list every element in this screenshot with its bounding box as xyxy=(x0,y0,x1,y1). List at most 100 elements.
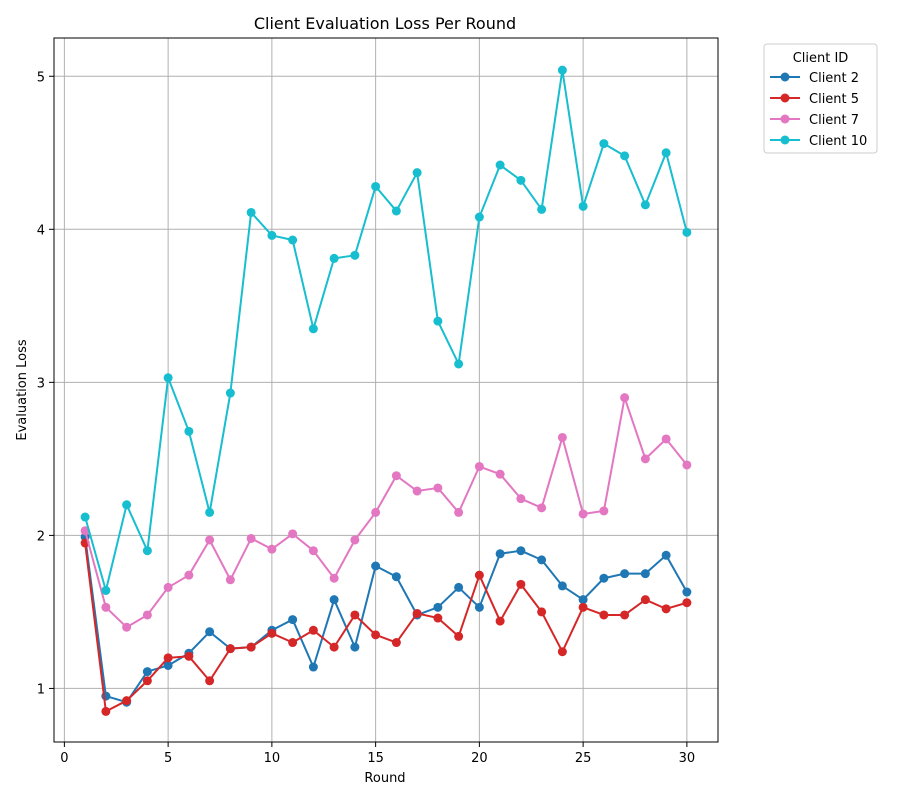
data-point-client-7 xyxy=(495,469,505,479)
data-point-client-2 xyxy=(288,615,298,625)
data-point-client-5 xyxy=(412,608,422,618)
legend-item-client-10: Client 10 xyxy=(770,134,867,149)
legend-item-client-7: Client 7 xyxy=(770,113,859,128)
data-point-client-2 xyxy=(454,582,464,592)
data-point-client-2 xyxy=(371,561,381,571)
data-point-client-2 xyxy=(599,573,609,583)
y-tick-label: 2 xyxy=(37,529,45,544)
data-point-client-7 xyxy=(163,582,173,592)
data-point-client-7 xyxy=(101,602,111,612)
data-point-client-2 xyxy=(495,549,505,559)
data-point-client-7 xyxy=(661,434,671,444)
data-point-client-2 xyxy=(350,642,360,652)
plot-frame xyxy=(53,37,719,743)
data-point-client-7 xyxy=(246,533,256,543)
data-point-client-5 xyxy=(288,638,298,648)
y-axis-label: Evaluation Loss xyxy=(15,339,30,440)
y-tick-label: 5 xyxy=(37,70,45,85)
data-point-client-7 xyxy=(142,610,152,620)
data-point-client-10 xyxy=(184,426,194,436)
data-point-client-10 xyxy=(225,388,235,398)
data-point-client-7 xyxy=(308,546,318,556)
legend-label: Client 2 xyxy=(809,71,859,86)
data-point-client-2 xyxy=(308,662,318,672)
x-tick-label: 0 xyxy=(60,751,68,766)
data-point-client-10 xyxy=(371,181,381,191)
data-point-client-5 xyxy=(163,653,173,663)
data-point-client-7 xyxy=(557,432,567,442)
data-point-client-10 xyxy=(163,373,173,383)
data-point-client-10 xyxy=(495,160,505,170)
data-point-client-10 xyxy=(246,207,256,217)
data-point-client-5 xyxy=(599,610,609,620)
data-point-client-2 xyxy=(578,595,588,605)
data-point-client-5 xyxy=(101,706,111,716)
data-point-client-7 xyxy=(412,486,422,496)
legend-items: Client 2 Client 5 Client 7 Client 10 xyxy=(770,71,867,149)
data-point-client-10 xyxy=(350,250,360,260)
data-point-client-5 xyxy=(371,630,381,640)
legend-title: Client ID xyxy=(793,51,849,66)
data-point-client-7 xyxy=(578,509,588,519)
data-point-client-2 xyxy=(620,569,630,579)
data-point-client-7 xyxy=(225,575,235,585)
data-point-client-5 xyxy=(391,638,401,648)
data-point-client-10 xyxy=(454,359,464,369)
series-client-10 xyxy=(80,65,692,595)
data-point-client-7 xyxy=(640,454,650,464)
data-point-client-5 xyxy=(682,598,692,608)
plot-area xyxy=(54,38,718,742)
x-tick-label: 25 xyxy=(575,751,592,766)
y-tick-label: 4 xyxy=(37,223,45,238)
legend-item-client-2: Client 2 xyxy=(770,71,859,86)
data-point-client-2 xyxy=(433,602,443,612)
data-point-client-10 xyxy=(599,139,609,149)
data-point-client-5 xyxy=(537,607,547,617)
data-point-client-7 xyxy=(682,460,692,470)
legend-swatch-marker xyxy=(780,93,790,103)
data-point-client-10 xyxy=(80,512,90,522)
data-point-client-7 xyxy=(516,494,526,504)
data-point-client-5 xyxy=(495,616,505,626)
data-point-client-10 xyxy=(682,227,692,237)
data-point-client-5 xyxy=(184,651,194,661)
data-point-client-10 xyxy=(205,507,215,517)
data-point-client-7 xyxy=(391,471,401,481)
data-point-client-5 xyxy=(433,613,443,623)
data-point-client-10 xyxy=(267,230,277,240)
legend-swatch-marker xyxy=(780,72,790,82)
x-tick-label: 10 xyxy=(264,751,281,766)
data-point-client-7 xyxy=(184,570,194,580)
series-client-5 xyxy=(80,538,692,716)
data-point-client-10 xyxy=(142,546,152,556)
series-lines xyxy=(80,65,692,716)
data-point-client-5 xyxy=(122,696,132,706)
data-point-client-10 xyxy=(308,324,318,334)
data-point-client-7 xyxy=(599,506,609,516)
data-point-client-5 xyxy=(516,579,526,589)
legend-swatch-marker xyxy=(780,135,790,145)
data-point-client-5 xyxy=(205,676,215,686)
data-point-client-7 xyxy=(454,507,464,517)
data-point-client-10 xyxy=(661,148,671,158)
data-point-client-10 xyxy=(537,204,547,214)
data-point-client-2 xyxy=(516,546,526,556)
legend-label: Client 5 xyxy=(809,92,859,107)
data-point-client-2 xyxy=(391,572,401,582)
data-point-client-10 xyxy=(474,212,484,222)
data-point-client-5 xyxy=(620,610,630,620)
data-point-client-7 xyxy=(371,507,381,517)
data-point-client-5 xyxy=(474,570,484,580)
data-point-client-2 xyxy=(661,550,671,560)
data-point-client-2 xyxy=(557,581,567,591)
x-tick-label: 5 xyxy=(164,751,172,766)
axes: 0 5 10 15 20 25 30 1 2 3 4 5 xyxy=(37,70,695,766)
data-point-client-10 xyxy=(288,235,298,245)
data-point-client-5 xyxy=(246,642,256,652)
data-point-client-2 xyxy=(163,660,173,670)
data-point-client-7 xyxy=(288,529,298,539)
y-tick-label: 1 xyxy=(37,682,45,697)
data-point-client-10 xyxy=(578,201,588,211)
x-tick-label: 20 xyxy=(471,751,488,766)
